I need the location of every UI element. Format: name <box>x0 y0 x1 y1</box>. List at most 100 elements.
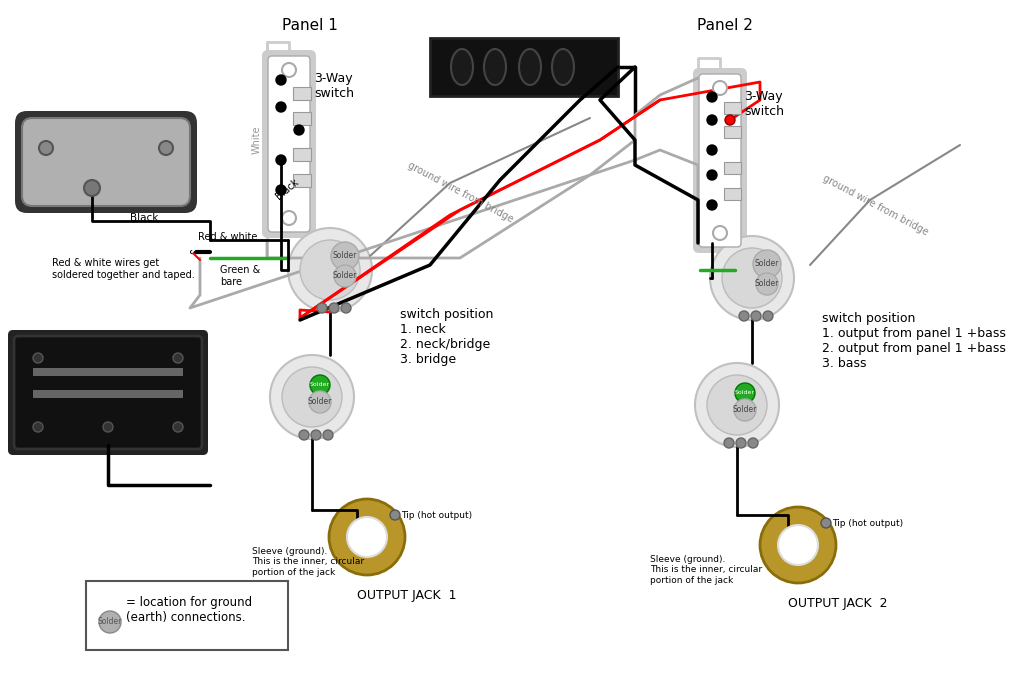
FancyBboxPatch shape <box>15 111 197 213</box>
Circle shape <box>735 383 755 403</box>
Circle shape <box>99 611 121 633</box>
Circle shape <box>707 92 717 102</box>
Text: Panel 2: Panel 2 <box>697 18 753 33</box>
Circle shape <box>707 170 717 180</box>
Text: Solder: Solder <box>310 383 330 387</box>
Circle shape <box>311 430 321 440</box>
Text: Solder: Solder <box>755 260 779 269</box>
Circle shape <box>347 517 387 557</box>
Text: Sleeve (ground).
This is the inner, circular
portion of the jack: Sleeve (ground). This is the inner, circ… <box>650 555 762 585</box>
FancyBboxPatch shape <box>86 581 288 650</box>
Text: 3-Way
switch: 3-Way switch <box>314 72 354 100</box>
Bar <box>33 390 183 398</box>
Circle shape <box>756 273 778 295</box>
Text: Solder: Solder <box>98 618 122 627</box>
Circle shape <box>707 200 717 210</box>
Text: Solder: Solder <box>333 272 357 281</box>
Bar <box>430 38 618 96</box>
Circle shape <box>159 141 173 155</box>
Circle shape <box>695 363 779 447</box>
Text: Green &
bare: Green & bare <box>220 265 260 287</box>
FancyBboxPatch shape <box>693 68 746 253</box>
Circle shape <box>722 248 782 308</box>
Text: OUTPUT JACK  1: OUTPUT JACK 1 <box>357 589 457 602</box>
Ellipse shape <box>451 49 473 85</box>
FancyBboxPatch shape <box>268 56 310 232</box>
Circle shape <box>331 242 359 270</box>
Circle shape <box>173 353 183 363</box>
Bar <box>724 126 741 138</box>
Circle shape <box>282 211 296 225</box>
Circle shape <box>748 438 758 448</box>
Ellipse shape <box>552 49 574 85</box>
Text: Solder: Solder <box>333 251 357 260</box>
FancyBboxPatch shape <box>699 74 741 247</box>
Text: 3-Way
switch: 3-Way switch <box>744 90 784 118</box>
Circle shape <box>317 303 327 313</box>
Text: = location for ground
(earth) connections.: = location for ground (earth) connection… <box>126 596 252 624</box>
Ellipse shape <box>484 49 506 85</box>
Circle shape <box>334 265 356 287</box>
Circle shape <box>707 375 767 435</box>
Ellipse shape <box>519 49 541 85</box>
Circle shape <box>276 102 286 112</box>
Circle shape <box>276 185 286 195</box>
Text: switch position
1. neck
2. neck/bridge
3. bridge: switch position 1. neck 2. neck/bridge 3… <box>400 308 494 366</box>
Circle shape <box>282 367 342 427</box>
Circle shape <box>725 115 735 125</box>
Circle shape <box>724 438 734 448</box>
Circle shape <box>300 240 360 300</box>
Circle shape <box>778 525 818 565</box>
Bar <box>724 162 741 174</box>
Text: Black: Black <box>130 213 159 223</box>
Bar <box>293 148 311 161</box>
Circle shape <box>713 226 727 240</box>
Circle shape <box>288 228 372 312</box>
Circle shape <box>276 75 286 85</box>
Circle shape <box>309 391 331 413</box>
Bar <box>33 368 183 376</box>
Circle shape <box>736 438 746 448</box>
Text: Red & white: Red & white <box>198 232 257 242</box>
FancyBboxPatch shape <box>14 336 202 449</box>
FancyBboxPatch shape <box>262 50 316 238</box>
Circle shape <box>84 180 100 196</box>
Bar <box>724 188 741 200</box>
Circle shape <box>33 353 43 363</box>
Text: OUTPUT JACK  2: OUTPUT JACK 2 <box>788 597 888 610</box>
Circle shape <box>276 155 286 165</box>
Circle shape <box>341 303 351 313</box>
Text: White: White <box>252 126 262 154</box>
Circle shape <box>760 507 836 583</box>
Circle shape <box>713 81 727 95</box>
Circle shape <box>294 125 304 135</box>
Circle shape <box>323 430 333 440</box>
Circle shape <box>33 422 43 432</box>
Text: ground wire from bridge: ground wire from bridge <box>406 160 514 224</box>
Text: Black: Black <box>273 177 300 202</box>
Text: Solder: Solder <box>733 406 757 415</box>
Circle shape <box>763 311 773 321</box>
Circle shape <box>821 518 831 528</box>
Text: Panel 1: Panel 1 <box>282 18 338 33</box>
Text: Red & white wires get
soldered together and taped.: Red & white wires get soldered together … <box>52 258 195 280</box>
Circle shape <box>299 430 309 440</box>
Text: Tip (hot output): Tip (hot output) <box>401 510 472 519</box>
Circle shape <box>39 141 53 155</box>
Bar <box>293 87 311 100</box>
Circle shape <box>390 510 400 520</box>
Circle shape <box>707 115 717 125</box>
Circle shape <box>734 399 756 421</box>
Circle shape <box>329 303 339 313</box>
Bar <box>293 174 311 187</box>
Circle shape <box>270 355 354 439</box>
Bar <box>293 112 311 125</box>
Text: Sleeve (ground).
This is the inner, circular
portion of the jack: Sleeve (ground). This is the inner, circ… <box>252 547 365 577</box>
Circle shape <box>710 236 794 320</box>
Circle shape <box>751 311 761 321</box>
Text: Solder: Solder <box>755 279 779 288</box>
Circle shape <box>310 375 330 395</box>
Circle shape <box>103 422 113 432</box>
FancyBboxPatch shape <box>22 118 190 206</box>
FancyBboxPatch shape <box>8 330 208 455</box>
